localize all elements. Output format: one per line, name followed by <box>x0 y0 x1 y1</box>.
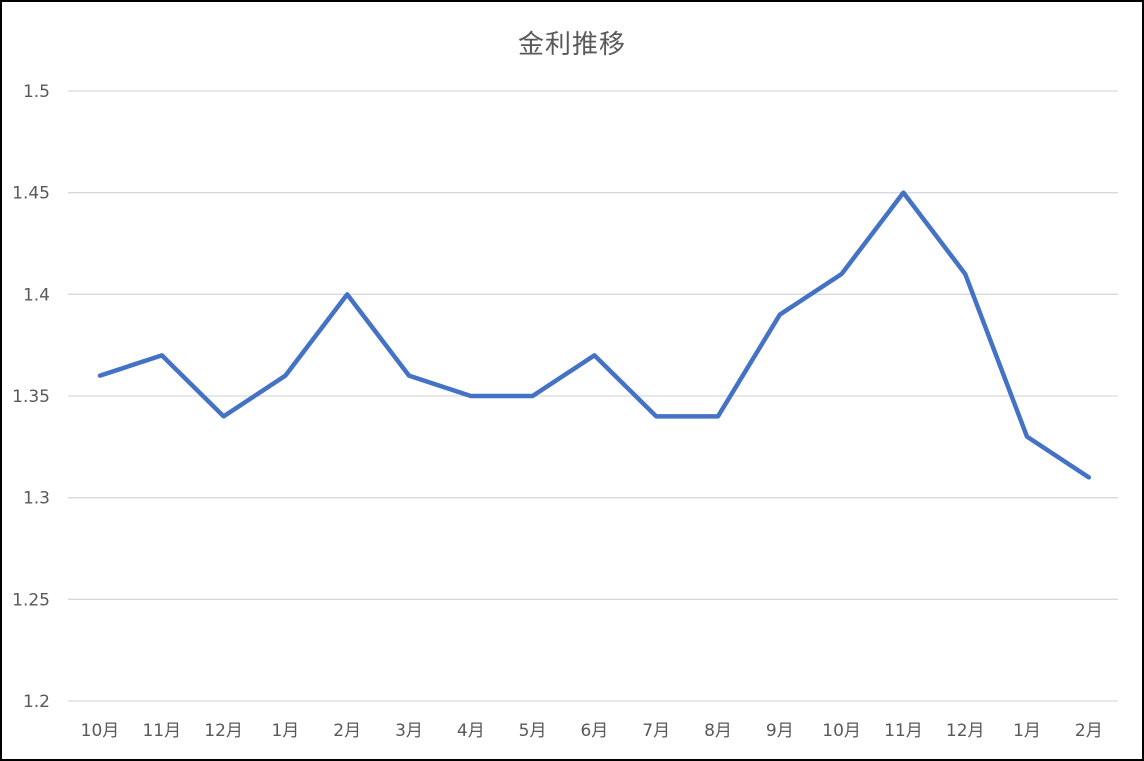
series-line <box>97 190 1092 480</box>
x-tick-label: 1月 <box>271 721 299 741</box>
y-tick-label: 1.5 <box>23 82 50 102</box>
y-axis-tick-labels: 1.2 1.25 1.3 1.35 1.4 1.45 1.5 <box>12 82 50 712</box>
x-tick-label: 10月 <box>81 721 120 741</box>
y-tick-label: 1.45 <box>12 184 50 204</box>
x-tick-label: 11月 <box>884 721 923 741</box>
x-tick-label: 12月 <box>946 721 985 741</box>
x-tick-label: 9月 <box>766 721 794 741</box>
y-tick-label: 1.2 <box>23 692 50 712</box>
x-tick-label: 7月 <box>642 721 670 741</box>
chart-title: 金利推移 <box>517 30 626 60</box>
x-tick-label: 8月 <box>704 721 732 741</box>
y-tick-label: 1.35 <box>12 387 50 407</box>
x-tick-label: 2月 <box>1075 721 1103 741</box>
y-tick-label: 1.25 <box>12 590 50 610</box>
x-tick-label: 11月 <box>142 721 181 741</box>
y-tick-label: 1.4 <box>23 285 50 305</box>
x-tick-label: 10月 <box>822 721 861 741</box>
x-tick-label: 6月 <box>580 721 608 741</box>
x-tick-label: 5月 <box>519 721 547 741</box>
gridlines <box>68 90 1118 702</box>
x-tick-label: 2月 <box>333 721 361 741</box>
x-tick-label: 4月 <box>457 721 485 741</box>
x-tick-label: 12月 <box>204 721 243 741</box>
x-axis-tick-labels: 10月 11月 12月 1月 2月 3月 4月 5月 6月 7月 8月 9月 10月 11月 12月 1月 2月 <box>81 721 1103 741</box>
x-tick-label: 1月 <box>1013 721 1041 741</box>
series-layer <box>97 190 1092 480</box>
y-tick-label: 1.3 <box>23 489 50 509</box>
x-tick-label: 3月 <box>395 721 423 741</box>
